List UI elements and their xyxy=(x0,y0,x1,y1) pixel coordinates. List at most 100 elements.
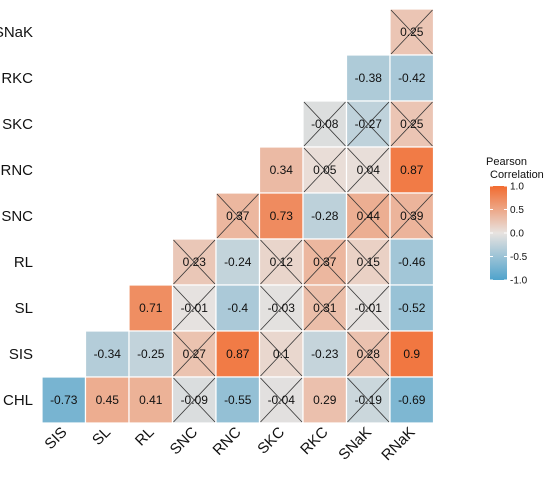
cell-value: -0.73 xyxy=(50,393,78,407)
cell-value: 0.39 xyxy=(400,209,424,223)
heatmap-cell: -0.01 xyxy=(171,284,217,332)
heatmap-cell: 0.25 xyxy=(389,100,435,148)
row-label: RNC xyxy=(1,162,34,179)
heatmap-cell: 0.05 xyxy=(302,146,348,194)
cell-value: 0.37 xyxy=(313,255,337,269)
cell-value: 0.1 xyxy=(273,347,290,361)
cross-mark xyxy=(303,285,346,331)
heatmap-cell: -0.69 xyxy=(389,376,435,424)
legend-tick: -0.5 xyxy=(510,252,528,263)
cell-value: -0.19 xyxy=(355,393,383,407)
heatmap-cell: 0.31 xyxy=(302,284,348,332)
cell-rect xyxy=(389,238,435,286)
cross-mark xyxy=(347,377,390,423)
cell-rect xyxy=(84,376,130,424)
cell-value: -0.23 xyxy=(311,347,339,361)
row-label: RL xyxy=(14,254,33,271)
legend-tick: 0.5 xyxy=(510,205,524,216)
cross-mark xyxy=(347,285,390,331)
heatmap-cell: -0.04 xyxy=(258,376,304,424)
cross-mark xyxy=(347,193,390,239)
cell-value: 0.12 xyxy=(270,255,294,269)
heatmap-cell: 0.27 xyxy=(171,330,217,378)
cross-mark xyxy=(347,331,390,377)
cross-mark xyxy=(347,147,390,193)
cross-mark xyxy=(303,101,346,147)
heatmap-cell: 0.29 xyxy=(302,376,348,424)
cross-mark xyxy=(173,331,216,377)
cross-mark xyxy=(390,193,433,239)
heatmap-cell: -0.34 xyxy=(84,330,130,378)
heatmap-cell: -0.23 xyxy=(302,330,348,378)
heatmap-cell: 0.87 xyxy=(389,146,435,194)
column-label: RNC xyxy=(210,424,245,459)
cell-rect xyxy=(345,54,391,102)
cross-mark xyxy=(390,9,433,55)
cell-value: 0.9 xyxy=(403,347,420,361)
cell-value: 0.04 xyxy=(357,163,381,177)
heatmap-cell: -0.4 xyxy=(215,284,261,332)
cross-mark xyxy=(260,285,303,331)
cell-value: 0.44 xyxy=(357,209,381,223)
heatmap-cell: 0.28 xyxy=(345,330,391,378)
column-label: SL xyxy=(89,424,114,449)
cell-value: -0.24 xyxy=(224,255,252,269)
cell-value: -0.52 xyxy=(398,301,426,315)
row-label: SKC xyxy=(2,116,33,133)
cell-rect xyxy=(258,192,304,240)
cell-value: -0.04 xyxy=(268,393,296,407)
heatmap-cell: 0.71 xyxy=(128,284,174,332)
column-label: SNaK xyxy=(335,424,375,464)
cross-mark xyxy=(347,101,390,147)
row-label: RKC xyxy=(1,70,33,87)
cell-value: 0.41 xyxy=(139,393,163,407)
heatmap-cell: 0.39 xyxy=(389,192,435,240)
cell-rect xyxy=(302,376,348,424)
cell-rect xyxy=(215,330,261,378)
row-label: SNaK xyxy=(0,24,33,41)
heatmap-cell: 0.37 xyxy=(302,238,348,286)
row-label: CHL xyxy=(3,392,33,409)
row-label: SIS xyxy=(9,346,33,363)
heatmap-cell: 0.9 xyxy=(389,330,435,378)
heatmap-cell: 0.12 xyxy=(258,238,304,286)
cell-value: -0.08 xyxy=(311,117,339,131)
legend-tick: 1.0 xyxy=(510,182,524,193)
cell-value: 0.05 xyxy=(313,163,337,177)
cell-value: 0.73 xyxy=(270,209,294,223)
cell-value: -0.09 xyxy=(181,393,209,407)
cell-rect xyxy=(302,330,348,378)
heatmap-cell: 0.25 xyxy=(389,8,435,56)
cell-value: 0.15 xyxy=(357,255,381,269)
cross-mark xyxy=(173,239,216,285)
cross-mark xyxy=(260,239,303,285)
cell-value: 0.25 xyxy=(400,25,424,39)
cell-value: -0.25 xyxy=(137,347,165,361)
cell-rect xyxy=(215,284,261,332)
heatmap-cell: -0.08 xyxy=(302,100,348,148)
legend-colorbar xyxy=(490,186,507,280)
legend-tick: -1.0 xyxy=(510,276,528,287)
cell-value: -0.01 xyxy=(355,301,383,315)
heatmap-cell: -0.28 xyxy=(302,192,348,240)
row-labels: SNaK RKC SKC RNC SNC RL SL SIS CHL xyxy=(0,24,33,409)
heatmap-cell: 0.23 xyxy=(171,238,217,286)
cell-value: 0.34 xyxy=(270,163,294,177)
cell-value: -0.55 xyxy=(224,393,252,407)
cross-mark xyxy=(173,285,216,331)
row-label: SNC xyxy=(1,208,33,225)
heatmap-cell: 0.37 xyxy=(215,192,261,240)
cell-value: 0.31 xyxy=(313,301,337,315)
heatmap-cell: -0.27 xyxy=(345,100,391,148)
cell-value: 0.29 xyxy=(313,393,337,407)
cell-value: 0.71 xyxy=(139,301,163,315)
cell-rect xyxy=(215,376,261,424)
heatmap-cell: 0.04 xyxy=(345,146,391,194)
cross-mark xyxy=(260,377,303,423)
heatmap-cell: -0.03 xyxy=(258,284,304,332)
heatmap-cell: -0.38 xyxy=(345,54,391,102)
cell-value: 0.87 xyxy=(226,347,250,361)
cell-rect xyxy=(128,376,174,424)
heatmap-cell: 0.45 xyxy=(84,376,130,424)
